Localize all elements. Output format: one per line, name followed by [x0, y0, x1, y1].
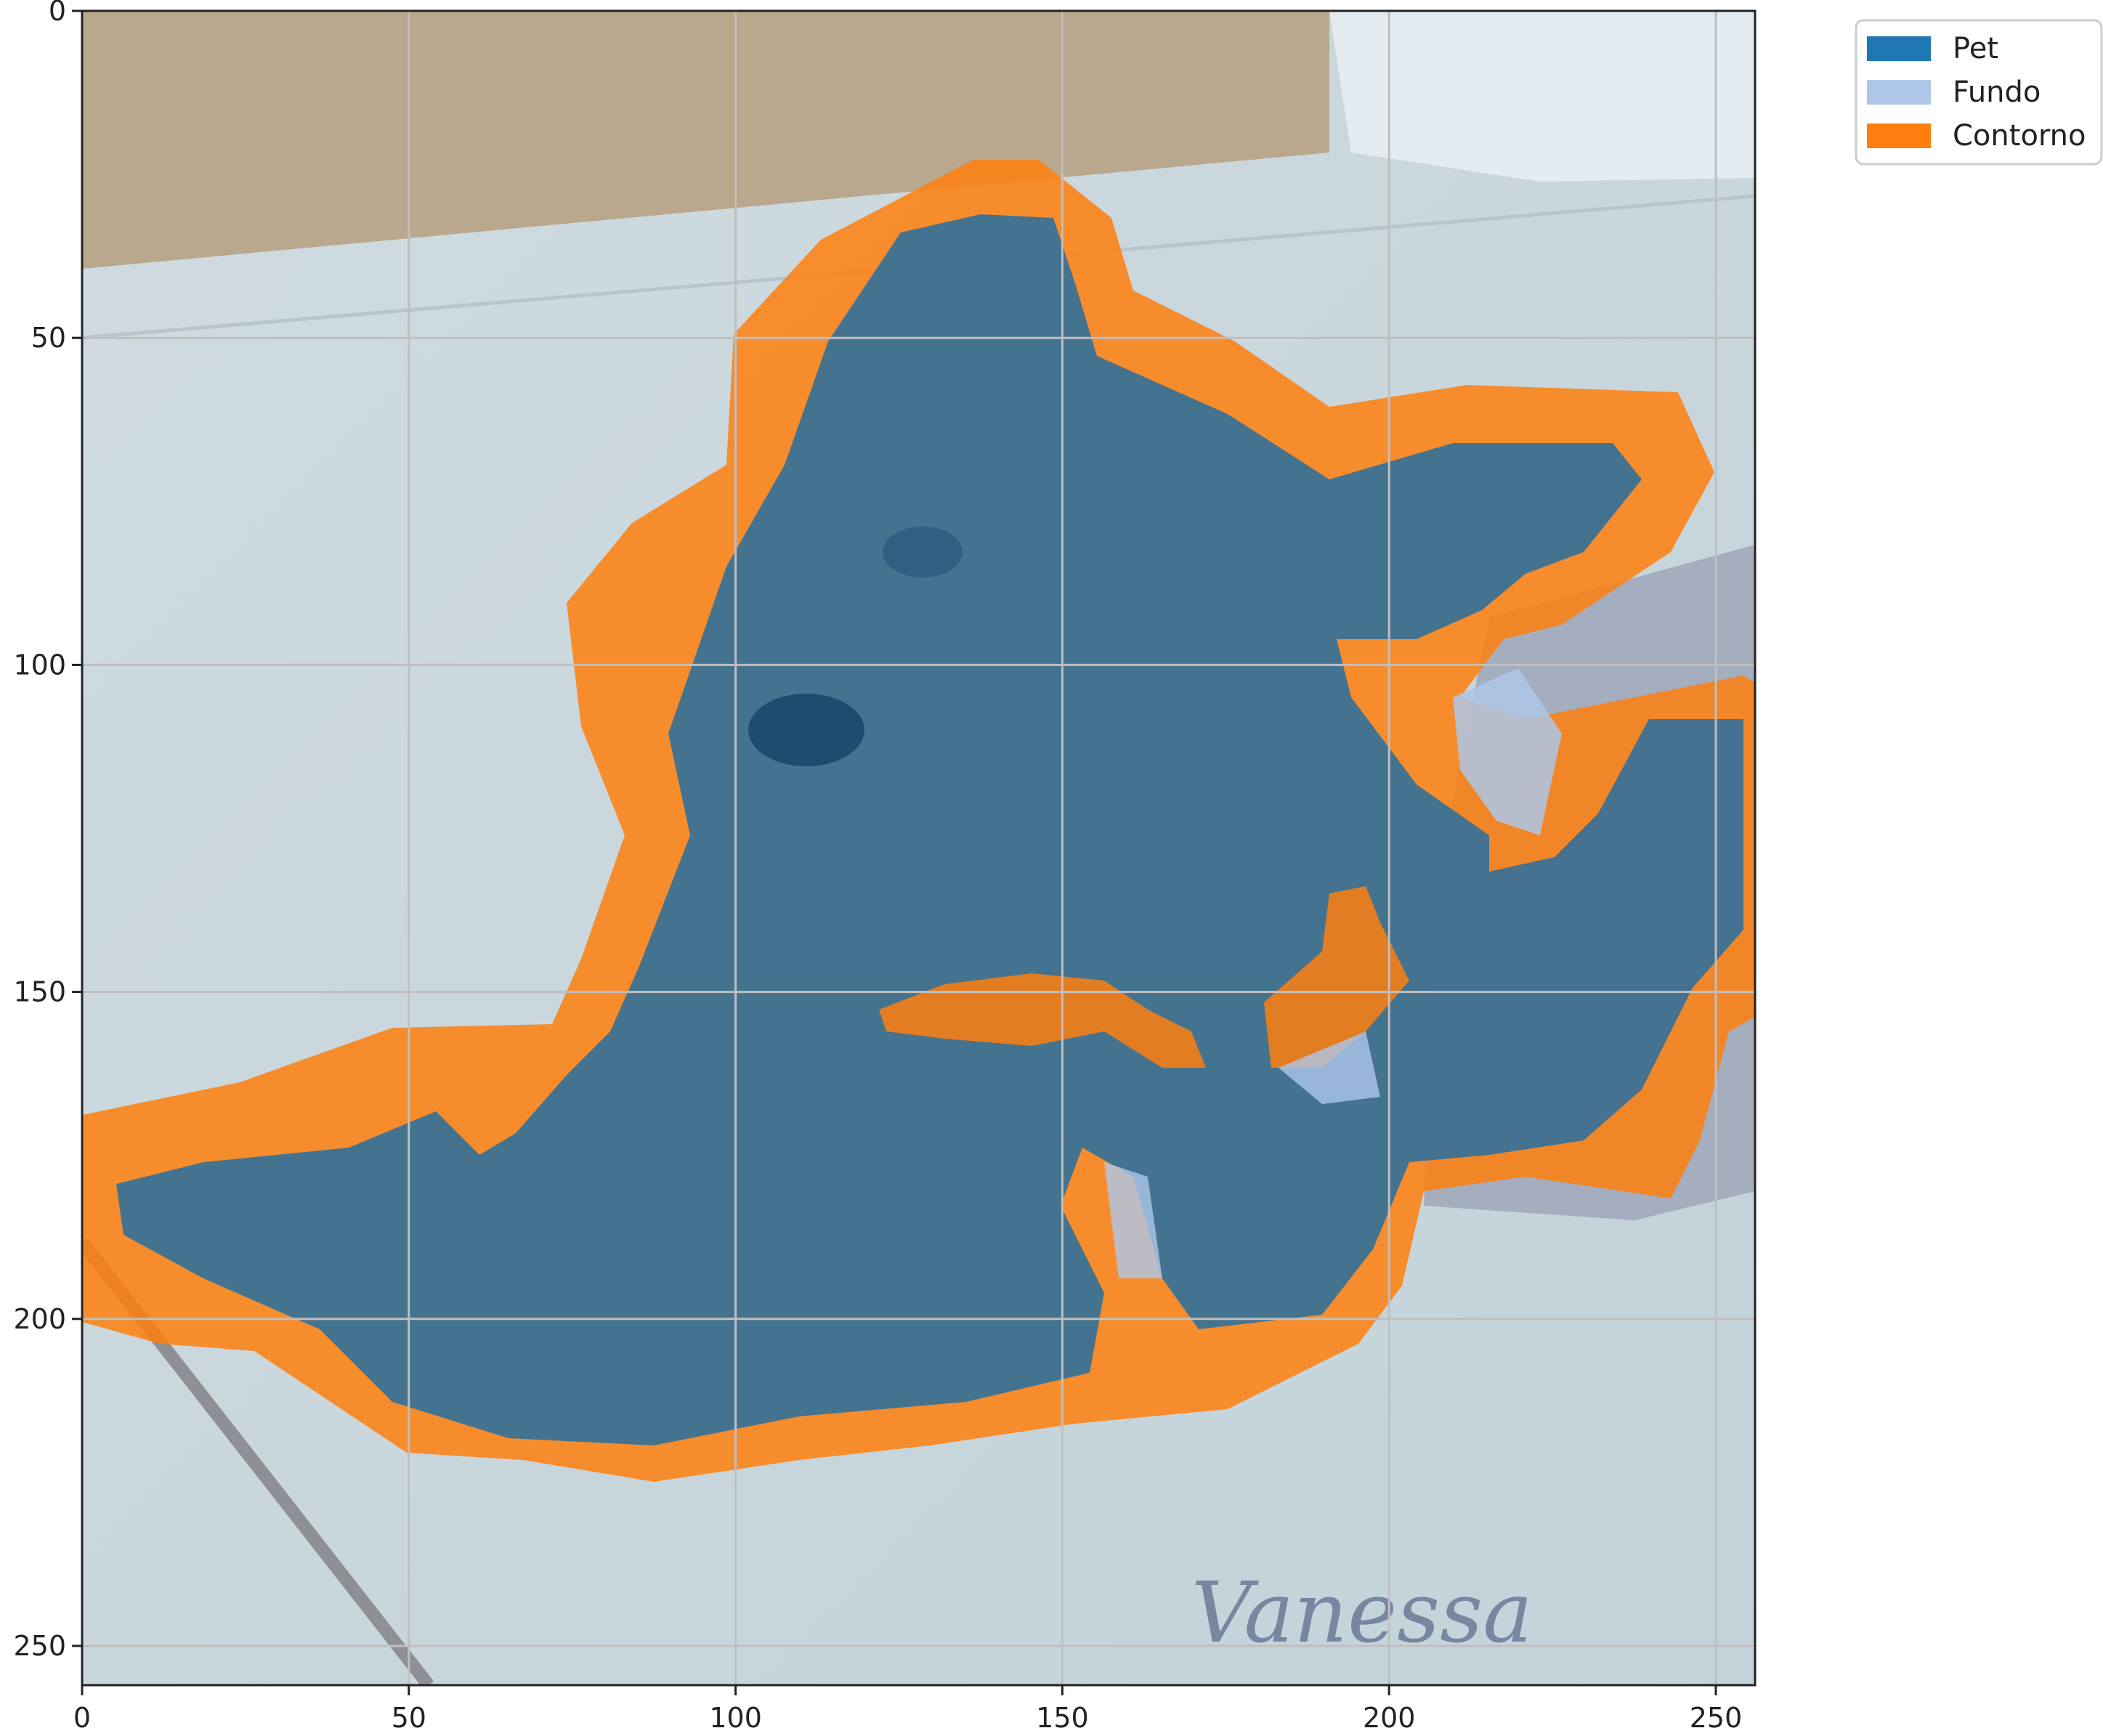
- legend-swatch-fundo: [1867, 80, 1931, 105]
- legend-label-pet: Pet: [1953, 32, 1998, 65]
- y-tick-label: 150: [13, 976, 66, 1008]
- contour-chest: [1264, 886, 1409, 1068]
- legend-label-contorno: Contorno: [1953, 119, 2086, 153]
- image-area: Vanessa: [82, 11, 1755, 1685]
- fundo-patch: [1453, 668, 1562, 835]
- contour-neck: [879, 973, 1206, 1068]
- wall-white: [1329, 11, 1755, 182]
- x-tick-label: 50: [392, 1702, 426, 1734]
- ticks: 0 50 100 150 200 250 0 50 100 150 200 250: [13, 0, 1742, 1734]
- x-tick-label: 150: [1036, 1702, 1089, 1734]
- x-tick-label: 0: [73, 1702, 91, 1734]
- fundo-patch: [1104, 1162, 1162, 1278]
- dog-eye: [748, 694, 864, 766]
- y-tick-label: 200: [13, 1303, 66, 1335]
- fundo-patch: [1279, 1031, 1380, 1104]
- y-tick-label: 100: [13, 649, 66, 681]
- legend-label-fundo: Fundo: [1953, 76, 2041, 109]
- pet-region: [116, 214, 1743, 1445]
- dog-ear-shadow: [883, 527, 963, 577]
- watermark-text: Vanessa: [1191, 1565, 1533, 1662]
- x-tick-label: 250: [1690, 1702, 1743, 1734]
- x-tick-label: 200: [1363, 1702, 1416, 1734]
- y-tick-label: 250: [13, 1630, 66, 1662]
- legend: Pet Fundo Contorno: [1855, 19, 2103, 166]
- wall-wood: [82, 11, 1329, 269]
- y-tick-label: 50: [31, 322, 66, 354]
- x-tick-label: 100: [709, 1702, 762, 1734]
- axes-frame: [81, 9, 1756, 1687]
- legend-swatch-contorno: [1867, 123, 1931, 148]
- y-tick-label: 0: [49, 0, 66, 27]
- legend-swatch-pet: [1867, 36, 1931, 61]
